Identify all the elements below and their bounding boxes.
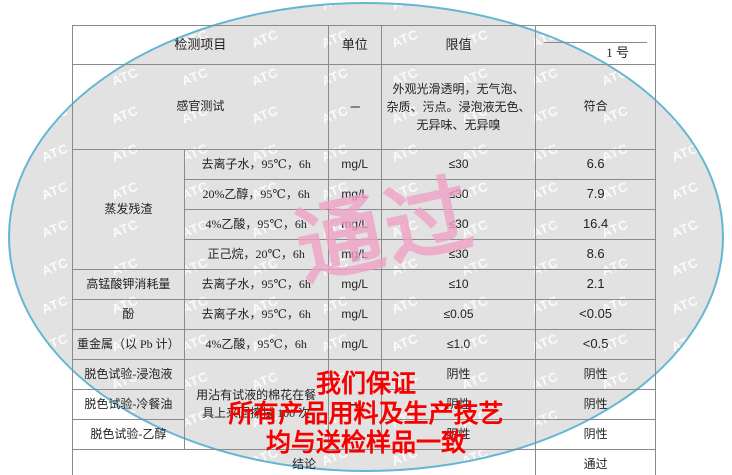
row-result: 8.6: [535, 239, 656, 270]
row-limit: 阴性: [380, 419, 537, 450]
row-limit: ≤30: [380, 239, 537, 270]
row-result: 阴性: [535, 419, 656, 450]
row-result: 7.9: [535, 179, 656, 210]
row-result: 16.4: [535, 209, 656, 240]
row-limit: ≤1.0: [380, 329, 537, 360]
row-result-sensory: 符合: [535, 64, 656, 150]
row-item-heavy-metals: 重金属（以 Pb 计）: [72, 329, 185, 360]
header-divider-rule: [544, 42, 647, 43]
row-unit: mg/L: [327, 149, 382, 180]
table-header-row: 检测项目 单位 限值 1 号: [72, 25, 656, 65]
row-limit: ≤30: [380, 179, 537, 210]
row-result: 2.1: [535, 269, 656, 300]
limit-line: 外观光滑透明，无气泡、: [392, 82, 525, 96]
row-limit: ≤0.05: [380, 299, 537, 330]
row-result: 6.6: [535, 149, 656, 180]
table-row: 酚 去离子水，95℃，6h mg/L ≤0.05 <0.05: [72, 299, 656, 330]
row-item-evaporation-residue: 蒸发残渣: [72, 149, 185, 270]
row-item-decolor-soak: 脱色试验-浸泡液: [72, 359, 185, 390]
header-limit: 限值: [380, 25, 537, 65]
header-item: 检测项目: [72, 25, 329, 65]
row-condition: 去离子水，95℃，6h: [183, 149, 329, 180]
table-row: 脱色试验-乙醇 阴性 阴性: [72, 419, 656, 450]
row-limit: ≤30: [380, 149, 537, 180]
row-item-permanganate: 高锰酸钾消耗量: [72, 269, 185, 300]
row-condition: 去离子水，95℃，6h: [183, 299, 329, 330]
row-result: 阴性: [535, 389, 656, 420]
condition-line: 用沾有试液的棉花在餐: [196, 388, 317, 403]
table-row: 4%乙酸，95℃，6h mg/L ≤30 16.4: [73, 209, 656, 240]
row-limit: ≤30: [380, 209, 537, 240]
row-limit: ≤10: [380, 269, 537, 300]
row-limit: 阴性: [380, 359, 537, 390]
conclusion-row: 结论 通过: [71, 449, 656, 475]
row-condition: 20%乙醇，95℃，6h: [183, 179, 329, 210]
row-item-sensory: 感官测试: [72, 64, 329, 150]
table-row: 高锰酸钾消耗量 去离子水，95℃，6h mg/L ≤10 2.1: [72, 269, 656, 300]
table-row: 蒸发残渣 去离子水，95℃，6h mg/L ≤30 6.6: [72, 149, 656, 270]
row-unit: mg/L: [327, 299, 382, 330]
conclusion-label: 结论: [71, 449, 537, 475]
row-unit: mg/L: [327, 209, 382, 240]
row-unit: mg/L: [327, 329, 382, 360]
header-unit: 单位: [327, 25, 382, 65]
row-condition: 4%乙酸，95℃，6h: [183, 209, 329, 240]
row-condition-decolor: 用沾有试液的棉花在餐 具上来回擦拭 100 次: [183, 359, 329, 450]
limit-line: 杂质、污点。浸泡液无色、: [386, 100, 531, 114]
table-row: 脱色试验-浸泡液 用沾有试液的棉花在餐 具上来回擦拭 100 次 --- 阴性 …: [72, 359, 656, 450]
row-result: <0.05: [535, 299, 656, 330]
row-condition: 正己烷，20℃，6h: [183, 239, 329, 270]
limit-line: 无异味、无异嗅: [416, 118, 501, 132]
row-unit: mg/L: [327, 239, 382, 270]
table-row: 脱色试验-冷餐油 阴性 阴性: [72, 389, 656, 420]
row-item-decolor-oil: 脱色试验-冷餐油: [72, 389, 185, 420]
row-unit-decolor: ---: [327, 359, 382, 450]
row-unit-sensory: ---: [327, 64, 382, 150]
condition-line: 具上来回擦拭 100 次: [202, 405, 311, 420]
test-report-table: 检测项目 单位 限值 1 号 感官测试 --- 外观光滑透明，无气泡、: [71, 25, 656, 475]
row-unit: mg/L: [327, 179, 382, 210]
header-sample-number: 1 号: [535, 25, 656, 65]
row-item-decolor-ethanol: 脱色试验-乙醇: [72, 419, 185, 450]
row-limit-sensory: 外观光滑透明，无气泡、 杂质、污点。浸泡液无色、 无异味、无异嗅: [380, 64, 537, 150]
row-condition: 去离子水，95℃，6h: [183, 269, 329, 300]
row-unit: mg/L: [327, 269, 382, 300]
table-row: 正己烷，20℃，6h mg/L ≤30 8.6: [73, 239, 656, 270]
row-limit: 阴性: [380, 389, 537, 420]
table-row: 感官测试 --- 外观光滑透明，无气泡、 杂质、污点。浸泡液无色、 无异味、无异…: [72, 64, 656, 150]
table-row: 重金属（以 Pb 计） 4%乙酸，95℃，6h mg/L ≤1.0 <0.5: [72, 329, 656, 360]
row-item-phenol: 酚: [72, 299, 185, 330]
row-result: 阴性: [535, 359, 656, 390]
conclusion-result: 通过: [535, 449, 656, 475]
header-sample-label: 1 号: [606, 45, 629, 61]
row-result: <0.5: [535, 329, 656, 360]
row-condition: 4%乙酸，95℃，6h: [183, 329, 329, 360]
